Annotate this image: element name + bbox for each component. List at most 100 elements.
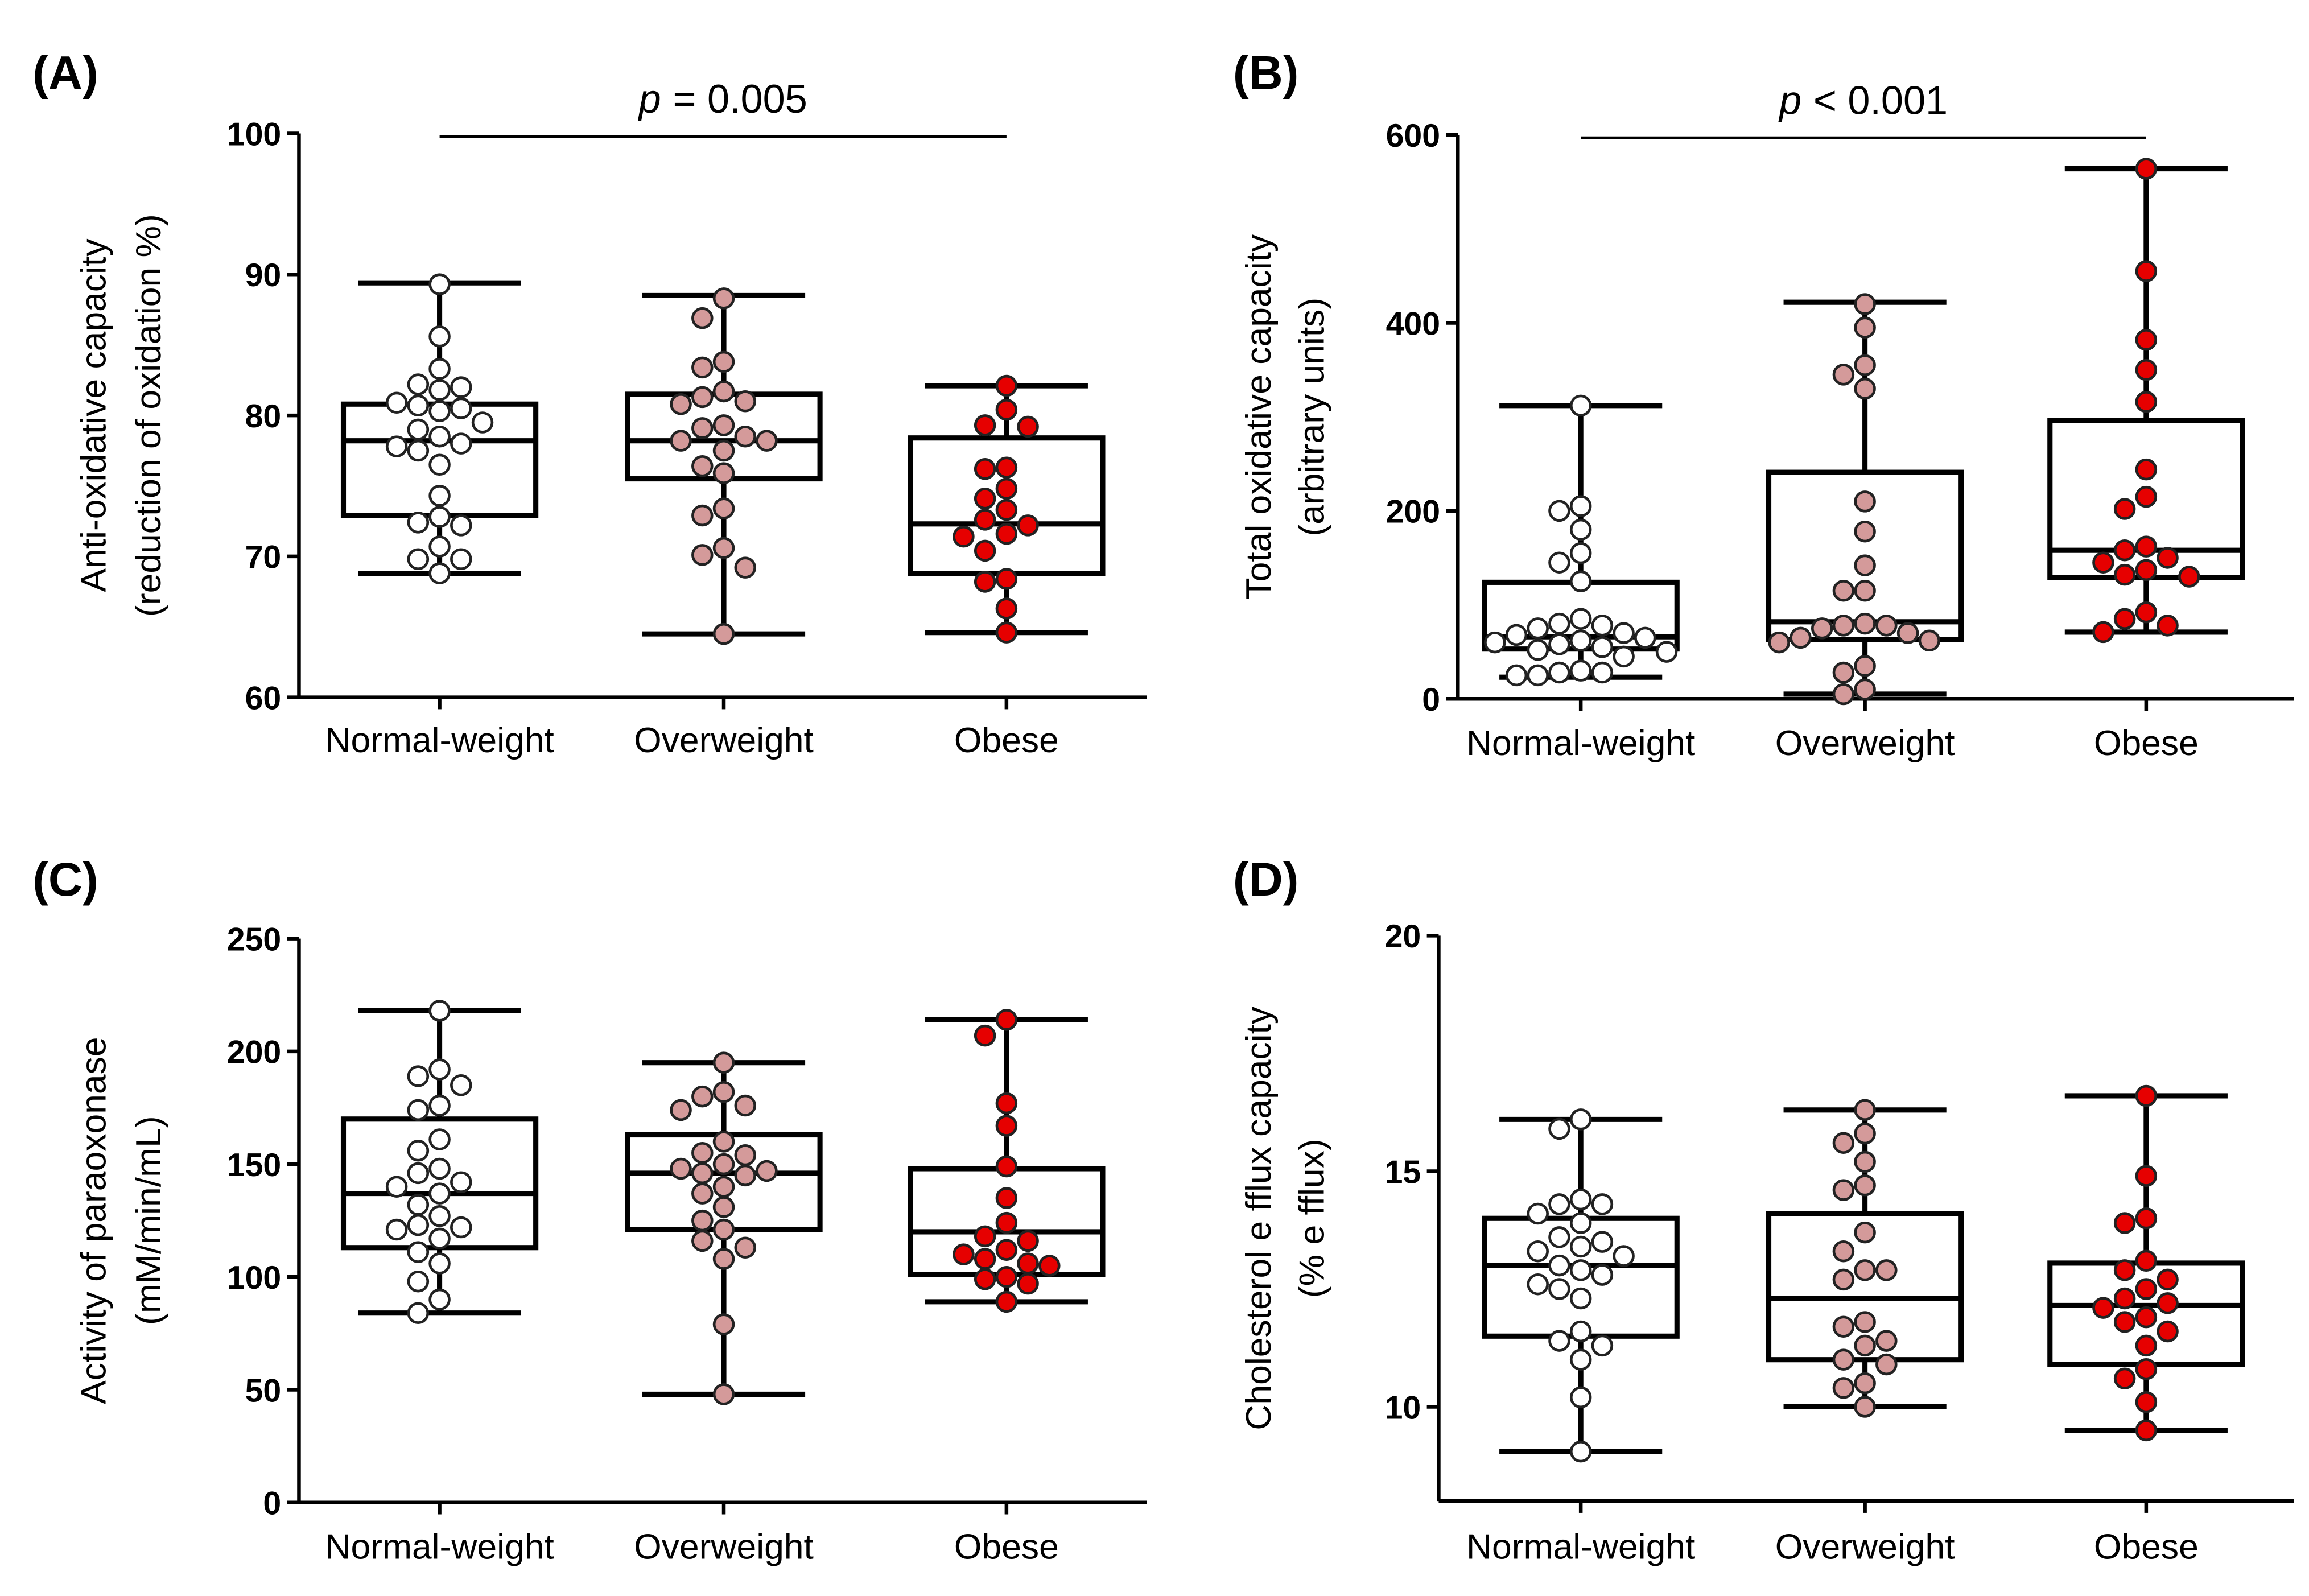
data-point xyxy=(407,418,430,441)
data-point xyxy=(2135,1334,2158,1357)
data-point xyxy=(712,622,735,645)
data-point xyxy=(407,548,430,571)
p-value-label: p < 0.001 xyxy=(1778,78,1948,123)
data-point xyxy=(1854,490,1876,513)
data-point xyxy=(734,1164,756,1187)
data-point xyxy=(385,1218,408,1241)
data-point xyxy=(995,498,1018,521)
x-tick-label: Obese xyxy=(2094,723,2199,763)
data-point xyxy=(1527,1202,1549,1225)
data-point xyxy=(2092,551,2114,574)
data-point xyxy=(1548,612,1570,635)
data-point xyxy=(1634,626,1656,649)
data-point xyxy=(974,1225,996,1248)
data-point xyxy=(1591,1264,1614,1286)
data-point xyxy=(734,1144,756,1166)
data-point xyxy=(691,356,714,379)
data-point xyxy=(1875,615,1898,637)
data-point xyxy=(1854,354,1876,377)
data-point xyxy=(1548,633,1570,655)
data-point xyxy=(2113,1367,2136,1390)
p-symbol: p xyxy=(1778,78,1801,123)
data-point xyxy=(1569,659,1592,682)
data-point xyxy=(1854,1099,1876,1121)
y-tick-label: 50 xyxy=(245,1372,282,1409)
data-point xyxy=(1832,615,1855,637)
data-point xyxy=(1548,1193,1570,1215)
y-tick-label: 15 xyxy=(1385,1154,1421,1190)
data-point xyxy=(712,1313,735,1335)
data-point xyxy=(953,1243,975,1265)
data-point xyxy=(2135,1391,2158,1413)
data-point xyxy=(691,417,714,439)
y-axis-label: Activity of paraoxonase xyxy=(74,1037,114,1404)
p-value: < 0.001 xyxy=(1813,78,1948,123)
x-tick-label: Overweight xyxy=(634,1527,814,1567)
panel-d: (D) Cholesterol e fflux capacity (% e fflu… xyxy=(1233,853,2294,1567)
data-point xyxy=(428,379,451,401)
data-point xyxy=(1854,655,1876,677)
data-point xyxy=(691,544,714,566)
data-point xyxy=(1854,520,1876,543)
data-point xyxy=(1569,608,1592,630)
data-point xyxy=(1832,1268,1855,1291)
data-point xyxy=(1569,1259,1592,1281)
data-point xyxy=(1832,1377,1855,1399)
data-point xyxy=(407,439,430,462)
data-point xyxy=(471,411,494,434)
data-point xyxy=(450,376,472,398)
data-point xyxy=(2157,1320,2179,1343)
panel-label: (B) xyxy=(1233,46,1299,99)
data-point xyxy=(734,1236,756,1259)
data-point xyxy=(428,1058,451,1081)
data-point xyxy=(1548,500,1570,522)
data-point xyxy=(974,1248,996,1270)
data-point xyxy=(734,1094,756,1117)
data-point xyxy=(974,509,996,531)
data-point xyxy=(670,393,692,415)
data-point xyxy=(407,394,430,416)
data-point xyxy=(2135,328,2158,351)
box-overweight xyxy=(625,287,823,645)
iqr-box xyxy=(1766,1211,1964,1363)
data-point xyxy=(995,1266,1018,1288)
data-point xyxy=(1527,1240,1549,1263)
data-point xyxy=(691,1182,714,1205)
data-point xyxy=(1854,1311,1876,1333)
y-tick-label: 250 xyxy=(227,921,281,958)
data-point xyxy=(1017,415,1039,438)
data-point xyxy=(428,1252,451,1275)
data-point xyxy=(995,398,1018,421)
data-point xyxy=(995,1092,1018,1115)
data-point xyxy=(407,1194,430,1216)
data-point xyxy=(407,1099,430,1121)
data-point xyxy=(974,571,996,593)
data-point xyxy=(428,1157,451,1180)
data-point xyxy=(1854,554,1876,576)
data-point xyxy=(995,374,1018,397)
data-point xyxy=(428,325,451,348)
x-tick-label: Overweight xyxy=(1775,723,1955,763)
data-point xyxy=(450,397,472,419)
data-point xyxy=(670,430,692,452)
y-tick-label: 200 xyxy=(1386,494,1440,530)
data-point xyxy=(2135,485,2158,508)
x-tick-label: Obese xyxy=(2094,1527,2199,1567)
data-point xyxy=(428,1000,451,1022)
data-point xyxy=(974,457,996,480)
data-point xyxy=(974,1024,996,1047)
data-point xyxy=(2113,1212,2136,1234)
data-point xyxy=(1484,631,1506,654)
data-point xyxy=(1548,1330,1570,1352)
data-point xyxy=(2135,390,2158,413)
data-point xyxy=(1017,1252,1039,1275)
data-point xyxy=(2135,535,2158,558)
data-point xyxy=(1527,1273,1549,1296)
data-point xyxy=(428,1227,451,1250)
data-point xyxy=(2135,1278,2158,1300)
data-point xyxy=(995,568,1018,590)
data-point xyxy=(2135,1306,2158,1329)
data-point xyxy=(1548,1226,1570,1248)
panel-a: (A) Anti-oxidative capacity (reduction of … xyxy=(32,46,1147,760)
data-point xyxy=(2135,559,2158,582)
